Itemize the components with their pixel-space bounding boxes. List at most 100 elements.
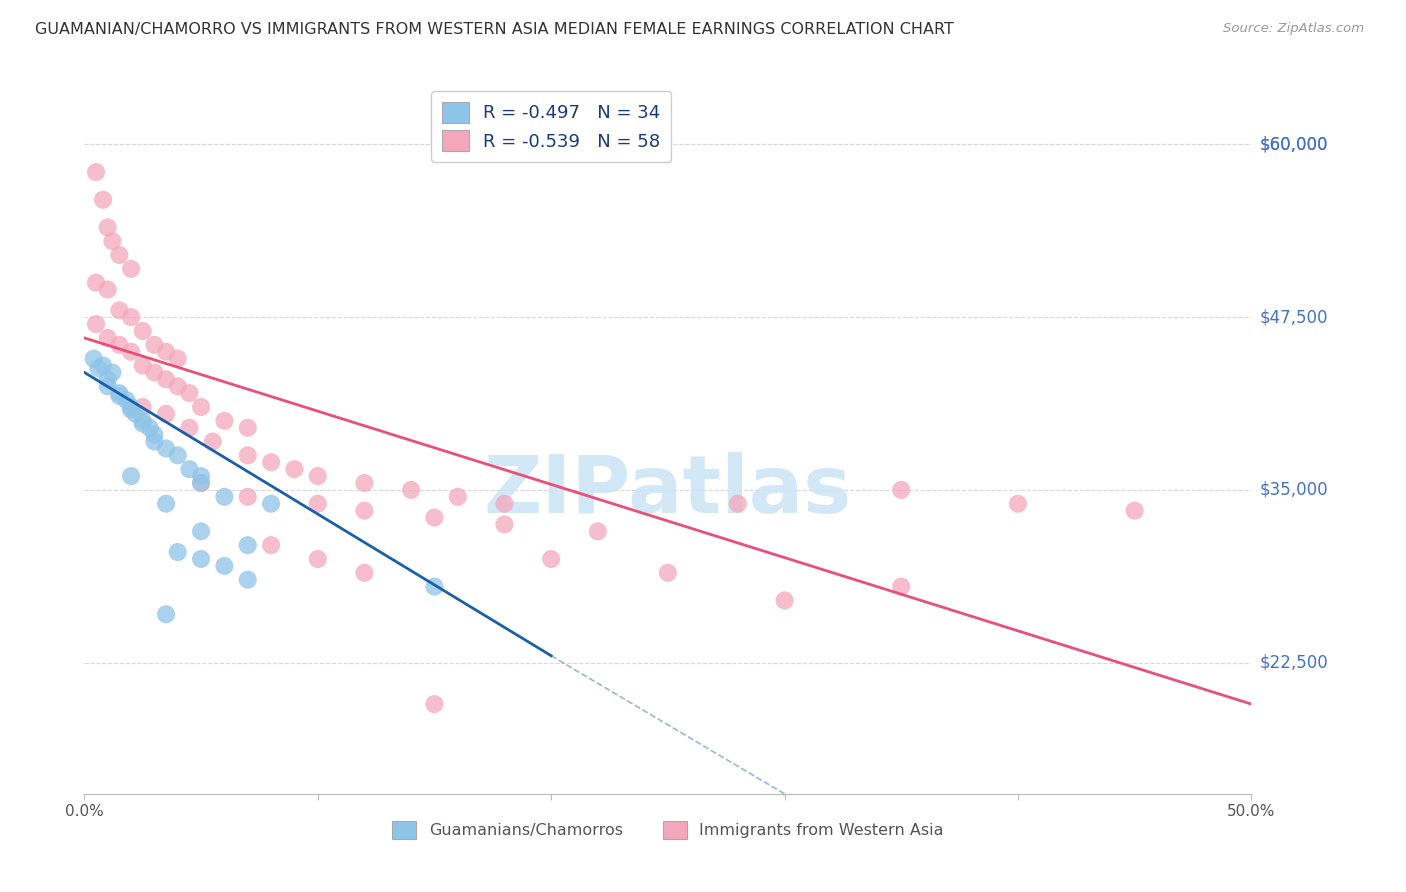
Point (155, 344, 177, 359)
Point (190, 524, 212, 539)
Point (657, 566, 679, 580)
Point (201, 434, 224, 449)
Point (190, 552, 212, 566)
Text: $60,000: $60,000 (1260, 136, 1329, 153)
Point (132, 400, 155, 414)
Point (236, 448, 259, 462)
Point (399, 483, 422, 497)
Point (97, 331, 120, 345)
Point (423, 697, 446, 711)
Point (97, 283, 120, 297)
Point (101, 234, 124, 248)
Point (132, 417, 155, 431)
Point (494, 497, 516, 511)
Point (115, 393, 138, 408)
Text: $35,000: $35,000 (1260, 481, 1329, 499)
Point (236, 421, 259, 435)
Point (260, 497, 283, 511)
Point (155, 372, 177, 386)
Point (101, 366, 124, 380)
Point (108, 386, 131, 401)
Point (143, 434, 166, 449)
Point (260, 455, 283, 469)
Point (190, 475, 212, 490)
Point (166, 545, 188, 559)
Point (447, 490, 470, 504)
Point (97, 372, 120, 386)
Point (143, 427, 166, 442)
Point (138, 421, 160, 435)
Point (586, 524, 609, 539)
Point (84, 317, 107, 331)
Point (155, 442, 177, 456)
Point (155, 607, 177, 622)
Point (353, 503, 375, 517)
Text: Source: ZipAtlas.com: Source: ZipAtlas.com (1223, 22, 1364, 36)
Point (353, 566, 375, 580)
Point (214, 414, 236, 428)
Point (236, 490, 259, 504)
Point (190, 400, 212, 414)
Point (283, 462, 305, 476)
Point (108, 389, 131, 403)
Point (91, 359, 114, 373)
Point (260, 538, 283, 552)
Point (132, 359, 155, 373)
Point (307, 497, 329, 511)
Point (307, 552, 329, 566)
Text: $22,500: $22,500 (1260, 654, 1329, 672)
Point (179, 386, 201, 401)
Point (540, 552, 562, 566)
Point (727, 497, 749, 511)
Point (166, 379, 188, 393)
Point (155, 497, 177, 511)
Point (236, 573, 259, 587)
Point (353, 475, 375, 490)
Point (423, 510, 446, 524)
Point (84, 276, 107, 290)
Point (190, 475, 212, 490)
Point (143, 338, 166, 352)
Point (190, 469, 212, 483)
Point (236, 538, 259, 552)
Point (890, 580, 912, 594)
Point (773, 593, 796, 607)
Text: $60,000: $60,000 (1260, 136, 1329, 153)
Point (132, 414, 155, 428)
Point (120, 402, 142, 417)
Text: $47,500: $47,500 (1260, 308, 1329, 326)
Point (120, 469, 142, 483)
Point (155, 407, 177, 421)
Text: GUAMANIAN/CHAMORRO VS IMMIGRANTS FROM WESTERN ASIA MEDIAN FEMALE EARNINGS CORREL: GUAMANIAN/CHAMORRO VS IMMIGRANTS FROM WE… (35, 22, 955, 37)
Text: ZIPatlas: ZIPatlas (484, 452, 852, 530)
Point (84, 165, 107, 179)
Point (890, 483, 912, 497)
Point (97, 379, 120, 393)
Point (97, 220, 120, 235)
Point (214, 490, 236, 504)
Point (83, 351, 105, 366)
Point (87, 361, 110, 376)
Point (108, 303, 131, 318)
Point (1123, 503, 1146, 517)
Point (120, 400, 142, 414)
Point (179, 421, 201, 435)
Point (120, 310, 142, 325)
Point (1007, 497, 1029, 511)
Point (143, 366, 166, 380)
Point (132, 324, 155, 338)
Point (423, 580, 446, 594)
Point (214, 558, 236, 573)
Point (108, 338, 131, 352)
Legend: Guamanians/Chamorros, Immigrants from Western Asia: Guamanians/Chamorros, Immigrants from We… (385, 814, 950, 846)
Point (166, 448, 188, 462)
Point (307, 469, 329, 483)
Point (108, 248, 131, 262)
Point (120, 344, 142, 359)
Point (494, 517, 516, 532)
Point (166, 351, 188, 366)
Point (179, 462, 201, 476)
Point (120, 261, 142, 276)
Point (125, 407, 148, 421)
Point (91, 193, 114, 207)
